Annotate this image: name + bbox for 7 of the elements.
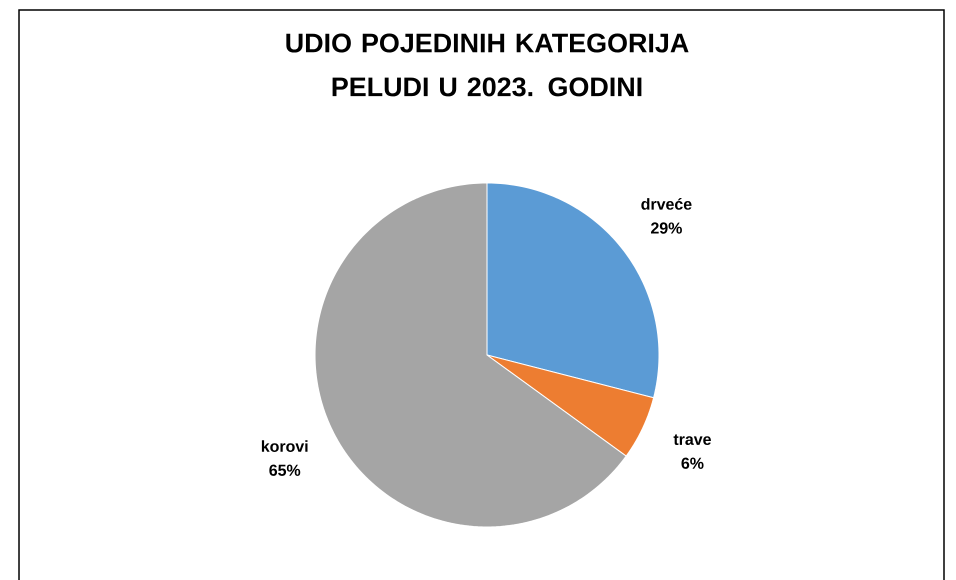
- chart-title: UDIO POJEDINIH KATEGORIJA PELUDI U 2023. GODINI: [286, 34, 689, 96]
- slice-label: drveće: [641, 198, 692, 210]
- data-label: 65%: [269, 464, 300, 476]
- data-label: 29%: [651, 222, 682, 234]
- slice-label: korovi: [262, 440, 308, 452]
- data-label: 6%: [682, 458, 704, 469]
- slice-label: trave: [674, 434, 711, 445]
